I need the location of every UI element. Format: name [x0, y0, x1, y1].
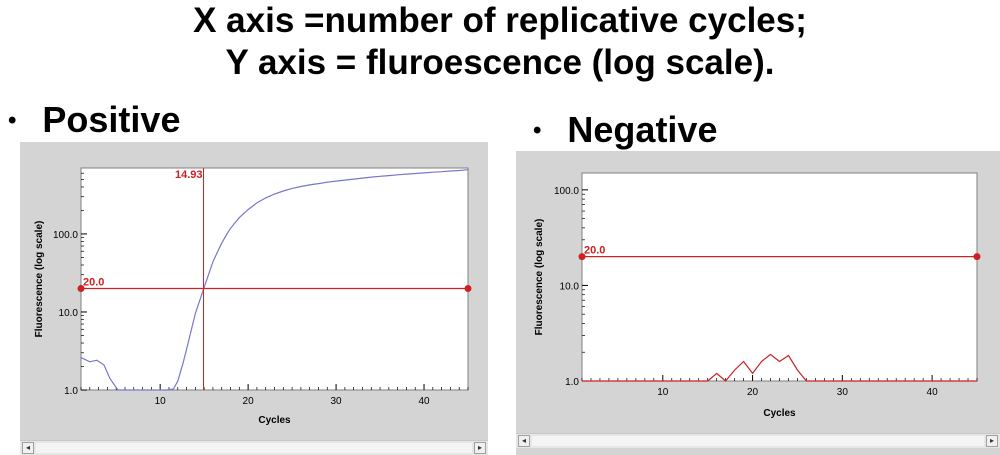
scroll-left-button[interactable]: ◂ [518, 435, 530, 447]
y-tick-label: 1.0 [64, 386, 78, 397]
threshold-handle-right [464, 284, 472, 292]
series-line [582, 353, 977, 382]
caption-x-axis-description: X axis =number of replicative cycles; [193, 1, 807, 40]
negative-chart-panel: 10 20 30 40 1.0 10.0 100.0 Cycles Fluorescence (… [516, 151, 1000, 455]
series-line [80, 169, 469, 391]
y-tick-label: 10.0 [59, 308, 79, 319]
y-tick-label: 100.0 [53, 230, 78, 241]
chevron-right-icon: ▸ [989, 436, 994, 445]
x-tick-label: 30 [837, 387, 849, 398]
chevron-left-icon: ◂ [25, 443, 30, 452]
positive-heading: • Positive [8, 100, 180, 141]
plot-area [581, 172, 978, 382]
threshold-label: 20.0 [83, 276, 104, 288]
negative-chart-scrollbar[interactable]: ◂ ▸ [516, 433, 1000, 448]
positive-chart-scrollbar[interactable]: ◂ ▸ [20, 440, 488, 455]
negative-heading: • Negative [533, 110, 717, 151]
y-axis-title: Fluorescence (log scale) [534, 219, 545, 336]
x-tick-label: 40 [927, 387, 939, 398]
threshold-handle-left [77, 284, 85, 292]
bullet: • [533, 117, 542, 144]
positive-chart-panel: 10 20 30 40 1.0 10.0 100.0 Cycles Fluorescence (… [20, 142, 488, 455]
caption-y-axis-description: Y axis = fluroescence (log scale). [225, 43, 775, 82]
scroll-right-button[interactable]: ▸ [986, 435, 998, 447]
threshold-handle-right [973, 253, 981, 261]
chevron-right-icon: ▸ [477, 443, 482, 452]
scroll-track[interactable] [532, 436, 984, 446]
x-tick-label: 30 [331, 396, 343, 407]
scroll-left-button[interactable]: ◂ [22, 442, 34, 454]
positive-chart: 10 20 30 40 1.0 10.0 100.0 Cycles Fluorescence (… [34, 167, 472, 426]
y-axis-title: Fluorescence (log scale) [34, 221, 45, 338]
negative-label: Negative [567, 109, 718, 150]
y-tick-label: 1.0 [565, 377, 579, 388]
x-axis-title: Cycles [258, 415, 291, 426]
bullet: • [8, 107, 17, 134]
x-tick-label: 10 [155, 396, 167, 407]
x-tick-label: 20 [747, 387, 759, 398]
scroll-right-button[interactable]: ▸ [474, 442, 486, 454]
scroll-track[interactable] [36, 443, 472, 453]
ct-label: 14.93 [175, 169, 203, 181]
negative-chart: 10 20 30 40 1.0 10.0 100.0 Cycles Fluorescence (… [534, 172, 981, 419]
plot-area [80, 167, 469, 391]
threshold-handle-left [578, 253, 586, 261]
y-tick-label: 100.0 [554, 186, 579, 197]
x-tick-label: 40 [418, 396, 430, 407]
x-axis-title: Cycles [763, 408, 796, 419]
x-tick-label: 20 [243, 396, 255, 407]
chevron-left-icon: ◂ [521, 436, 526, 445]
y-tick-label: 10.0 [560, 281, 580, 292]
positive-label: Positive [42, 99, 181, 140]
threshold-label: 20.0 [584, 245, 605, 257]
x-tick-label: 10 [657, 387, 669, 398]
